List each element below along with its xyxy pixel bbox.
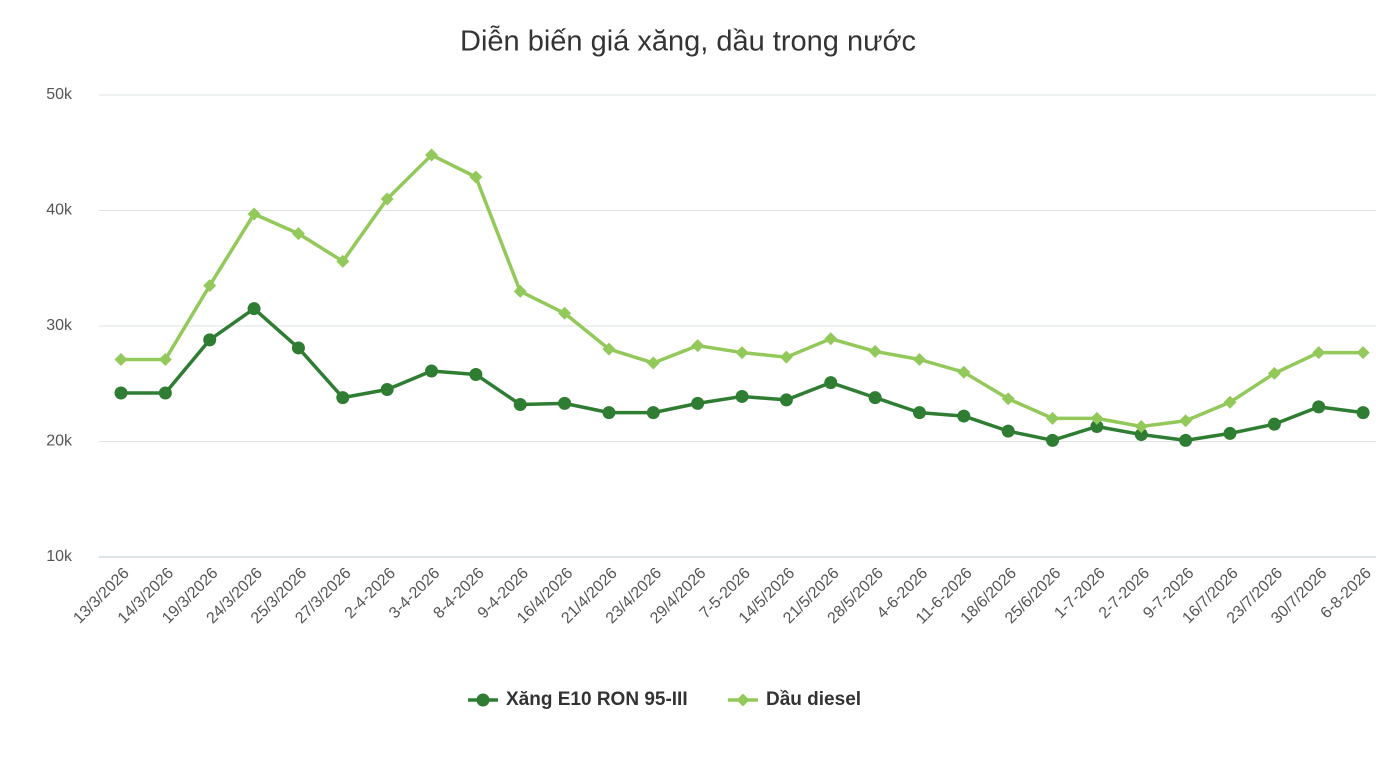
data-point xyxy=(1223,395,1237,409)
data-point xyxy=(291,227,305,241)
data-point xyxy=(1001,424,1015,438)
y-tick-label: 50k xyxy=(46,86,73,103)
legend-marker xyxy=(736,693,750,707)
data-point xyxy=(469,368,483,382)
data-point xyxy=(735,389,749,403)
data-point xyxy=(203,279,217,293)
data-point xyxy=(1356,406,1370,420)
data-point xyxy=(114,352,128,366)
data-point xyxy=(735,346,749,360)
data-point xyxy=(1046,411,1060,425)
data-point xyxy=(380,383,394,397)
data-point xyxy=(1267,366,1281,380)
data-point xyxy=(336,391,350,405)
data-point xyxy=(336,254,350,268)
data-point xyxy=(513,284,527,298)
series-line xyxy=(121,153,1364,429)
data-point xyxy=(957,409,971,423)
data-point xyxy=(1001,392,1015,406)
data-point xyxy=(114,386,128,400)
data-point xyxy=(513,398,527,412)
y-tick-label: 10k xyxy=(46,548,73,565)
chart-title: Diễn biến giá xăng, dầu trong nước xyxy=(460,25,916,58)
data-point xyxy=(691,339,705,353)
data-point xyxy=(1134,419,1148,433)
data-point xyxy=(1312,400,1326,414)
data-point xyxy=(779,350,793,364)
data-point xyxy=(602,342,616,356)
data-point xyxy=(425,148,439,162)
data-point xyxy=(425,364,439,378)
data-point xyxy=(691,396,705,410)
data-point xyxy=(868,344,882,358)
data-point xyxy=(1179,433,1193,447)
data-point xyxy=(824,376,838,390)
y-tick-label: 40k xyxy=(46,202,73,219)
data-point xyxy=(558,396,572,410)
data-point xyxy=(646,356,660,370)
data-point xyxy=(1179,414,1193,428)
data-point xyxy=(957,365,971,379)
data-point xyxy=(1356,346,1370,360)
y-tick-label: 20k xyxy=(46,433,73,450)
data-point xyxy=(646,406,660,420)
data-point xyxy=(158,386,172,400)
data-point xyxy=(779,393,793,407)
data-point xyxy=(203,333,217,347)
data-point xyxy=(912,352,926,366)
data-point xyxy=(602,406,616,420)
data-point xyxy=(158,352,172,366)
legend-label: Dầu diesel xyxy=(766,689,861,710)
y-tick-label: 30k xyxy=(46,317,73,334)
data-point xyxy=(469,170,483,184)
legend-marker xyxy=(476,693,490,707)
data-point xyxy=(558,306,572,320)
data-point xyxy=(247,207,261,221)
data-point xyxy=(291,341,305,355)
data-point xyxy=(247,302,261,316)
data-point xyxy=(1312,346,1326,360)
data-point xyxy=(824,332,838,346)
data-point xyxy=(1046,433,1060,447)
data-point xyxy=(1134,428,1148,442)
legend-label: Xăng E10 RON 95-III xyxy=(506,689,688,710)
data-point xyxy=(1090,419,1104,433)
data-point xyxy=(868,391,882,405)
data-point xyxy=(380,192,394,206)
data-point xyxy=(1267,417,1281,431)
data-point xyxy=(1090,411,1104,425)
data-point xyxy=(912,406,926,420)
data-point xyxy=(1223,426,1237,440)
